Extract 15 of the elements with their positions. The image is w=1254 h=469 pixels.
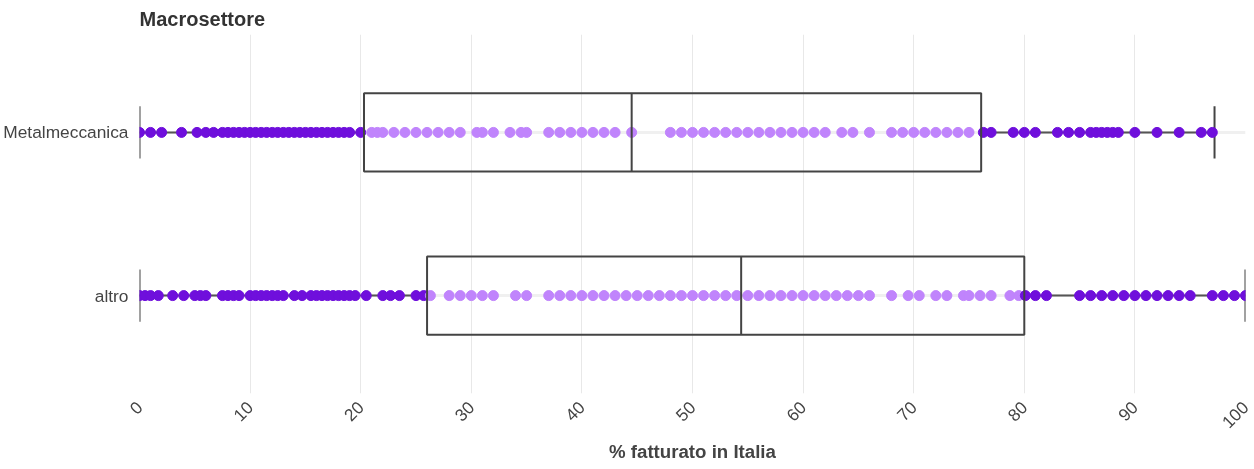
chart-title: Macrosettore: [139, 7, 266, 30]
y-tick-label: Metalmeccanica: [3, 122, 129, 143]
x-tick-label: 10: [229, 397, 258, 426]
x-axis-title: % fatturato in Italia: [609, 441, 777, 463]
x-tick-label: 60: [782, 397, 811, 426]
x-tick-label: 80: [1003, 397, 1032, 426]
x-tick-label: 70: [893, 397, 921, 426]
x-tick-label: 30: [450, 397, 479, 426]
x-tick-label: 40: [561, 397, 589, 426]
x-tick-label: 0: [125, 397, 147, 419]
y-tick-label: altro: [94, 285, 129, 306]
x-tick-label: 50: [671, 397, 700, 426]
x-tick-label: 100: [1217, 397, 1253, 433]
x-tick-label: 90: [1114, 397, 1142, 426]
x-tick-label: 20: [340, 397, 368, 426]
